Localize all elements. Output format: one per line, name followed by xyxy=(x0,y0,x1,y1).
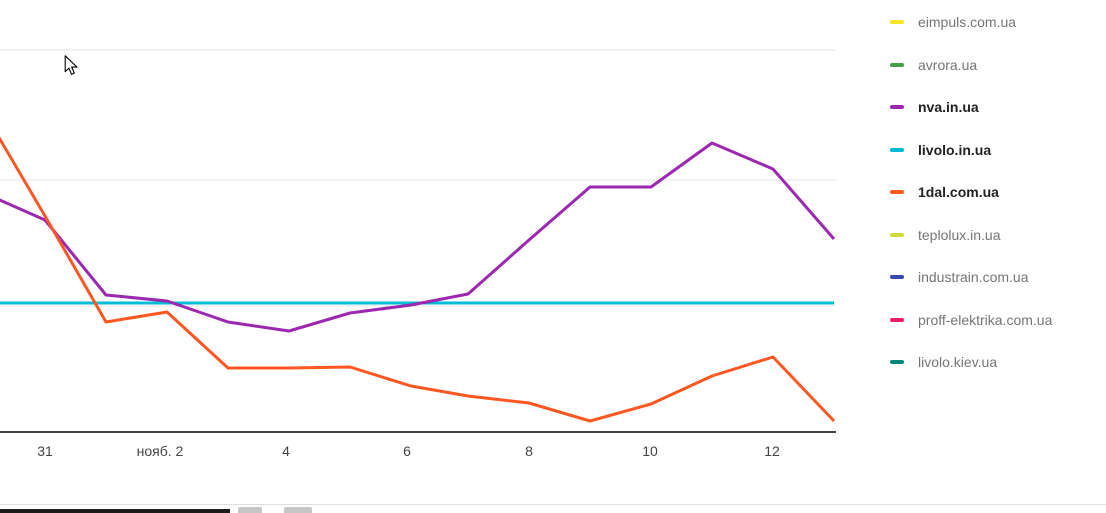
legend-color-dash-icon xyxy=(890,105,904,109)
mouse-cursor-icon xyxy=(64,55,78,75)
legend-label: teplolux.in.ua xyxy=(918,226,1001,243)
legend-color-dash-icon xyxy=(890,62,904,67)
legend-label: proff-elektrika.com.ua xyxy=(918,311,1053,328)
legend-color-dash-icon xyxy=(890,190,904,194)
chart-legend: eimpuls.com.ua avrora.ua nva.in.ua livolo.i… xyxy=(890,10,1052,393)
bottom-partial-bar xyxy=(0,509,230,513)
bottom-divider xyxy=(0,504,1106,505)
legend-color-dash-icon xyxy=(890,232,904,237)
legend-item-1dal-com-ua[interactable]: 1dal.com.ua xyxy=(890,180,1052,204)
chart-plot-area[interactable] xyxy=(0,0,836,436)
legend-color-dash-icon xyxy=(890,317,904,322)
legend-item-teplolux-in-ua[interactable]: teplolux.in.ua xyxy=(890,223,1052,247)
legend-item-livolo-in-ua[interactable]: livolo.in.ua xyxy=(890,138,1052,162)
series-line-nva-in-ua[interactable] xyxy=(0,141,836,333)
x-tick-label: нояб. 2 xyxy=(136,443,184,459)
legend-label: eimpuls.com.ua xyxy=(918,14,1017,30)
bottom-partial-element xyxy=(238,507,262,513)
legend-item-proff-elektrika-com-ua[interactable]: proff-elektrika.com.ua xyxy=(890,308,1052,332)
legend-color-dash-icon xyxy=(890,360,904,364)
legend-label: 1dal.com.ua xyxy=(918,184,999,200)
legend-item-eimpuls-com-ua[interactable]: eimpuls.com.ua xyxy=(890,10,1052,34)
x-tick-label: 6 xyxy=(403,443,411,459)
x-tick-label: 31 xyxy=(37,443,53,459)
x-tick-label: 12 xyxy=(764,443,780,459)
legend-label: livolo.kiev.ua xyxy=(918,354,998,370)
x-tick-label: 8 xyxy=(525,443,533,459)
legend-color-dash-icon xyxy=(890,275,904,279)
series-line-1dal-com-ua[interactable] xyxy=(0,112,836,423)
x-tick-label: 10 xyxy=(642,443,658,459)
legend-item-industrain-com-ua[interactable]: industrain.com.ua xyxy=(890,265,1052,289)
bottom-partial-element xyxy=(284,507,312,513)
legend-label: industrain.com.ua xyxy=(918,269,1029,285)
x-tick-label: 4 xyxy=(282,443,290,459)
legend-color-dash-icon xyxy=(890,147,904,152)
legend-color-dash-icon xyxy=(890,20,904,24)
legend-item-nva-in-ua[interactable]: nva.in.ua xyxy=(890,95,1052,119)
legend-label: nva.in.ua xyxy=(918,99,979,115)
legend-item-avrora-ua[interactable]: avrora.ua xyxy=(890,53,1052,77)
legend-label: avrora.ua xyxy=(918,56,978,73)
legend-label: livolo.in.ua xyxy=(918,141,992,158)
legend-item-livolo-kiev-ua[interactable]: livolo.kiev.ua xyxy=(890,350,1052,374)
